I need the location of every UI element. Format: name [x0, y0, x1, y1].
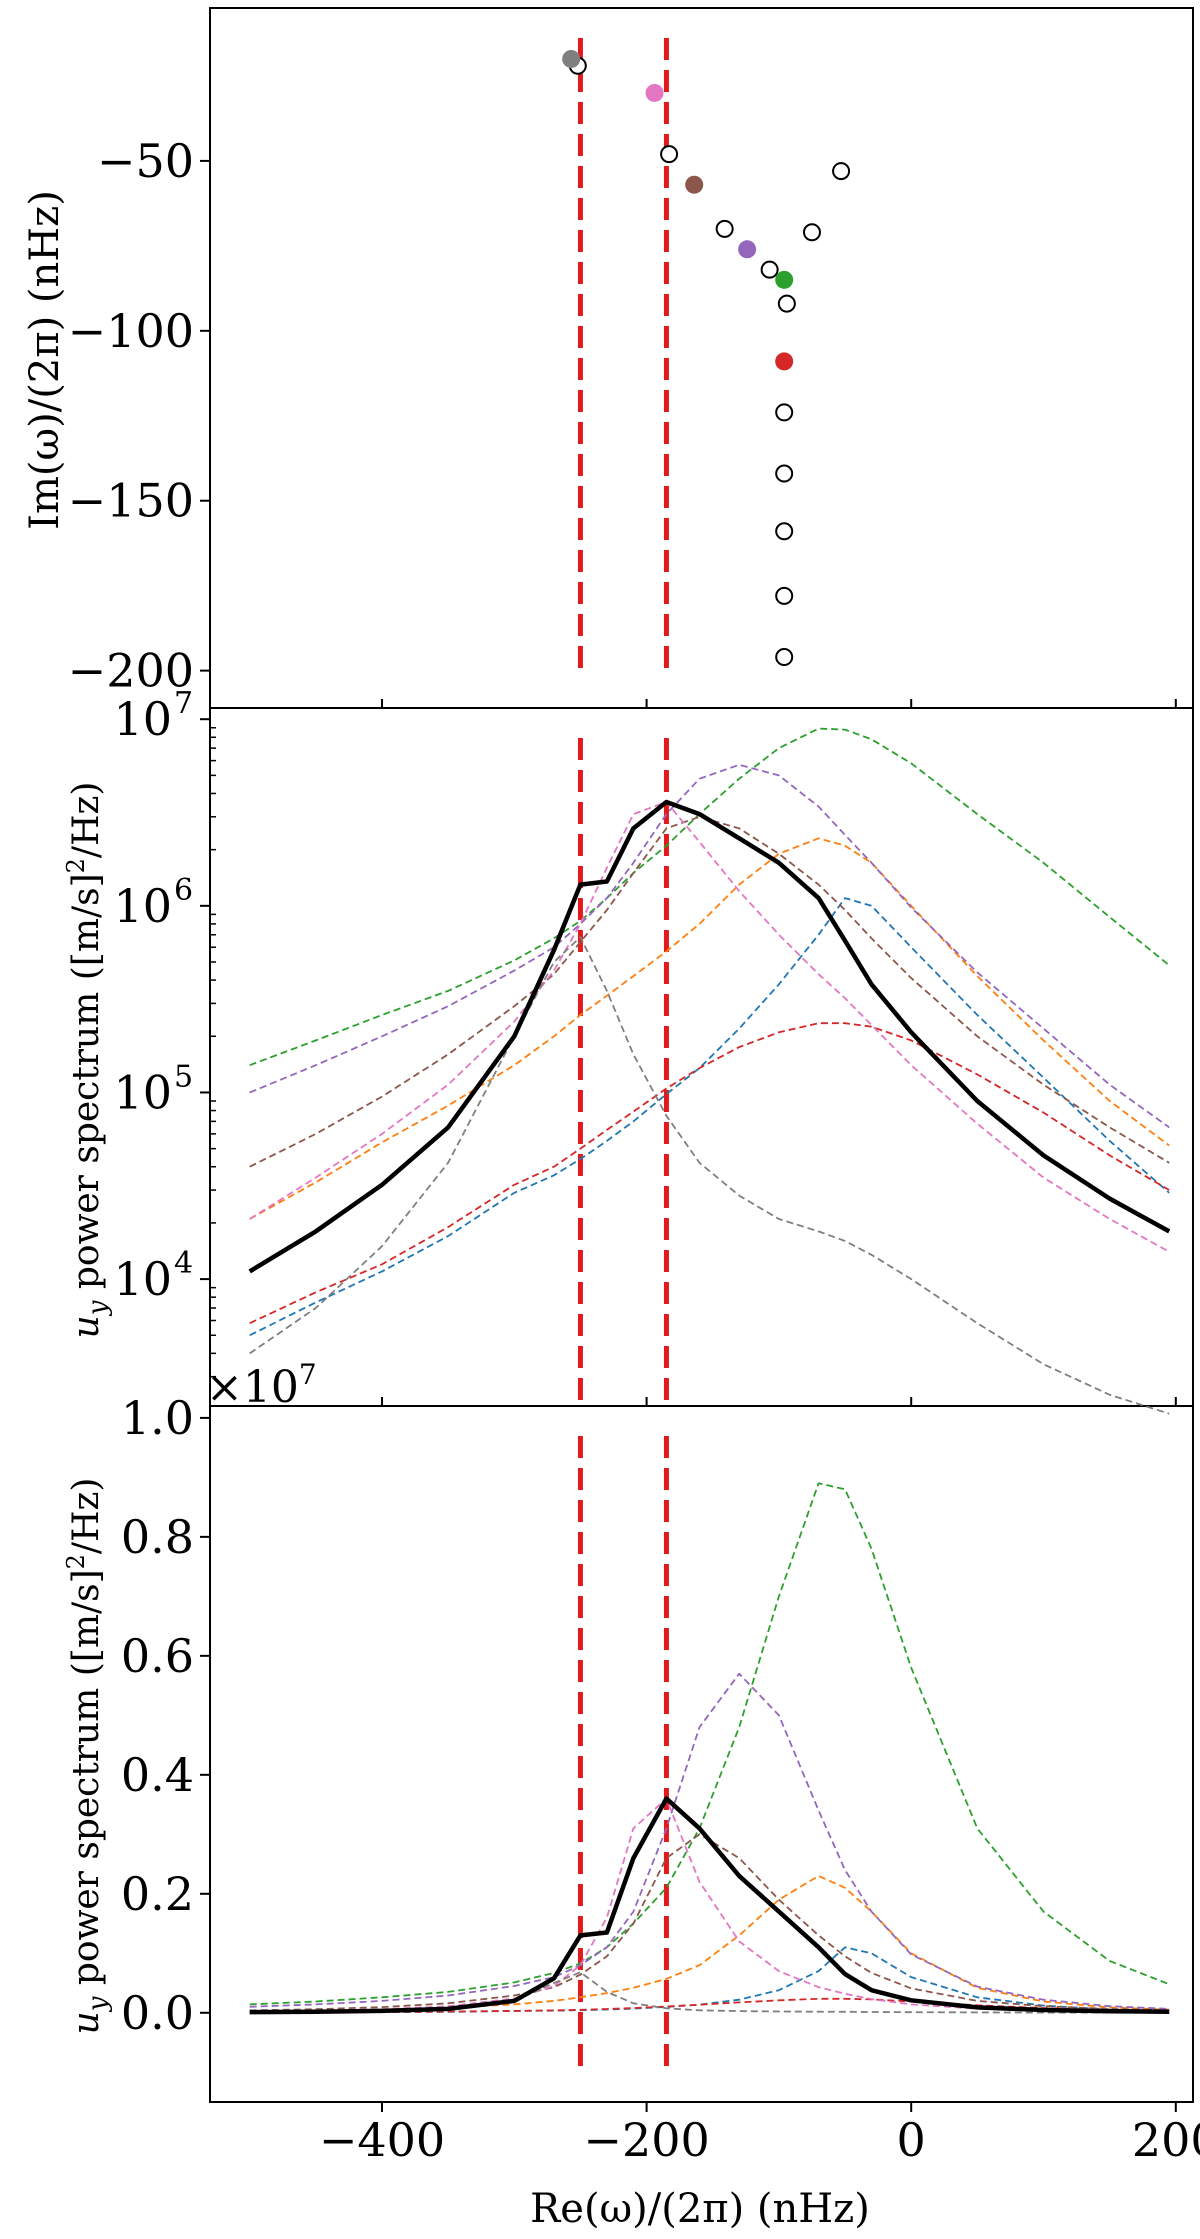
offset-label-base: ×10: [206, 1362, 299, 1413]
lin-y-tick-label: 0.4: [121, 1748, 194, 1802]
lin-series-purple: [249, 1672, 1170, 2010]
log-y-tick-label: 10: [113, 692, 172, 746]
linear-offset-label: ×107: [206, 1358, 317, 1413]
log-series-pink: [249, 801, 1170, 1253]
filled-point-brown: [685, 175, 704, 194]
lin-y-label-sub: y: [83, 1996, 113, 2012]
log-y-tick-exponent: 4: [174, 1246, 193, 1281]
open-point: [802, 223, 821, 242]
x-tick-label: −200: [583, 2113, 709, 2167]
log-y-tick-exponent: 5: [174, 1059, 193, 1094]
open-point: [777, 294, 796, 313]
log-y-tick-label: 10: [113, 1252, 172, 1306]
open-point: [832, 162, 851, 181]
filled-point-purple: [738, 240, 757, 259]
scatter-y-tick-label: −150: [68, 474, 194, 528]
linear-spectrum-panel: 0.0 0.2 0.4 0.6 0.8 1.0: [121, 1391, 1177, 2112]
x-tick-label: 0: [897, 2113, 926, 2167]
lin-series-pink: [249, 1797, 1170, 2013]
filled-point-red: [775, 352, 794, 371]
x-tick-label: 200: [1132, 2113, 1200, 2167]
log-series-total: [248, 799, 1171, 1274]
log-y-tick-exponent: 7: [174, 686, 193, 721]
log-y-tick-exponent: 6: [174, 873, 193, 908]
lin-y-tick-label: 0.8: [121, 1510, 194, 1564]
panel-bot-frame: [209, 1405, 1194, 2103]
log-y-axis-label: uy power spectrum ([m/s]2/Hz): [62, 782, 113, 1339]
open-point: [715, 219, 734, 238]
lin-series-brown: [249, 1833, 1170, 2012]
open-point: [775, 586, 794, 605]
panel-top-frame: [209, 7, 1194, 709]
x-tick-label: −400: [319, 2113, 445, 2167]
open-point: [775, 522, 794, 541]
scatter-y-tick-label: −50: [97, 134, 194, 188]
lin-y-label-end: /Hz): [66, 1478, 107, 1555]
open-point: [775, 403, 794, 422]
log-series-brown: [249, 815, 1170, 1168]
log-y-label-rest: power spectrum ([m/s]: [66, 873, 107, 1300]
offset-label-exp: 7: [299, 1358, 317, 1391]
lin-series-green: [249, 1482, 1170, 2006]
scatter-y-tick-label: −200: [68, 644, 194, 698]
log-y-label-sub: y: [83, 1300, 113, 1316]
log-series-green: [249, 727, 1170, 1067]
shared-x-axis: −400 −200 0 200: [319, 2113, 1200, 2167]
x-axis-label: Re(ω)/(2π) (nHz): [530, 2186, 870, 2232]
lin-y-label-sup: 2: [62, 1554, 90, 1569]
lin-y-tick-label: 0.0: [121, 1986, 194, 2040]
lin-y-tick-label: 0.2: [121, 1867, 194, 1921]
log-y-label-sup: 2: [62, 858, 90, 873]
lin-y-tick-label: 0.6: [121, 1629, 194, 1683]
open-point: [760, 260, 779, 279]
filled-point-green: [775, 270, 794, 289]
log-series-gray: [249, 936, 1170, 1415]
log-series-orange: [249, 837, 1170, 1220]
log-series-purple: [249, 763, 1170, 1129]
lin-y-label-rest: power spectrum ([m/s]: [66, 1569, 107, 1996]
scatter-y-tick-label: −100: [68, 304, 194, 358]
scatter-y-axis-label: Im(ω)/(2π) (nHz): [22, 190, 68, 530]
log-series-blue: [249, 897, 1170, 1337]
log-y-label-end: /Hz): [66, 782, 107, 859]
log-y-tick-label: 10: [113, 1065, 172, 1119]
log-y-tick-label: 10: [113, 879, 172, 933]
scatter-panel: −50 −100 −150 −200: [68, 38, 1177, 708]
filled-point-gray: [562, 49, 581, 68]
open-point: [775, 464, 794, 483]
linear-y-axis-label: uy power spectrum ([m/s]2/Hz): [62, 1478, 113, 2035]
lin-y-label-var: u: [66, 2011, 107, 2034]
log-series-red: [249, 1022, 1170, 1325]
lin-series-total: [249, 1796, 1170, 2015]
filled-point-pink: [645, 83, 664, 102]
open-point: [775, 648, 794, 667]
lin-y-tick-label: 1.0: [121, 1391, 194, 1445]
log-y-label-var: u: [66, 1315, 107, 1338]
open-point: [660, 145, 679, 164]
